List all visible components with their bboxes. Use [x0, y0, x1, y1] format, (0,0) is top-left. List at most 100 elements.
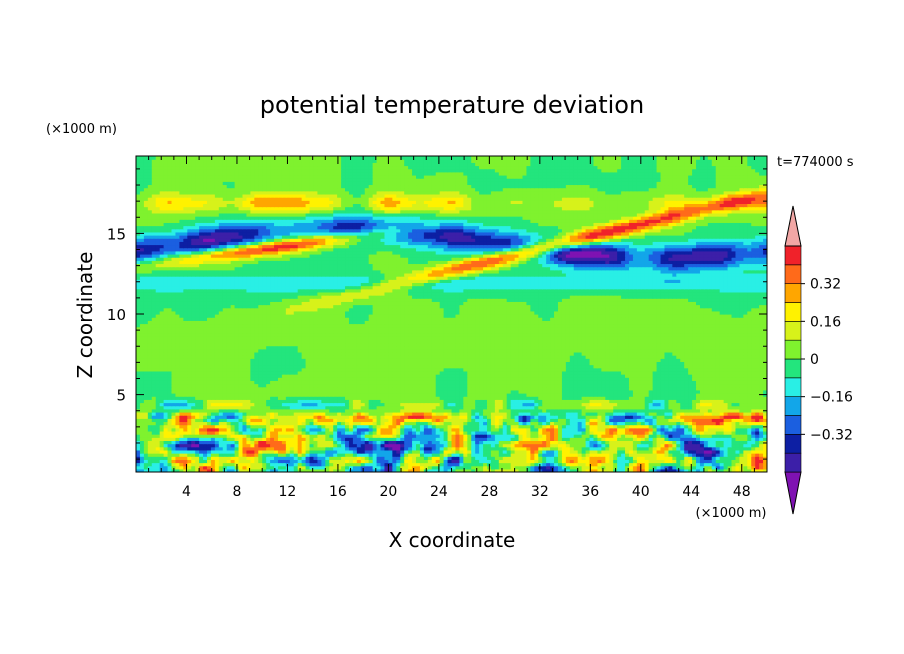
contour-cell [672, 440, 677, 445]
contour-cell [195, 408, 200, 413]
contour-cell [427, 424, 433, 429]
contour-cell [289, 459, 295, 464]
contour-cell [246, 421, 251, 426]
contour-cell [711, 465, 717, 470]
contour-cell [222, 440, 228, 445]
contour-cell [305, 446, 311, 451]
contour-cell [668, 440, 673, 445]
contour-cell [628, 427, 634, 432]
contour-cell [672, 424, 677, 429]
contour-cell [416, 421, 421, 426]
contour-cell [715, 424, 721, 429]
contour-cell [175, 411, 180, 416]
contour-cell [546, 443, 551, 448]
contour-cell [313, 411, 319, 416]
contour-cell [703, 424, 709, 429]
contour-cell [632, 415, 638, 419]
contour-cell [199, 453, 204, 457]
contour-cell [412, 434, 417, 438]
contour-cell [696, 434, 701, 438]
contour-cell [246, 434, 251, 438]
contour-cell [218, 411, 224, 416]
contour-cell [293, 421, 299, 426]
contour-cell [262, 411, 267, 416]
contour-cell [660, 443, 666, 448]
contour-cell [179, 437, 184, 441]
contour-cell [692, 443, 697, 448]
contour-cell [530, 449, 535, 454]
contour-cell [565, 437, 571, 441]
contour-cell [526, 415, 531, 419]
contour-cell [711, 430, 717, 435]
contour-cell [277, 430, 283, 435]
contour-cell [400, 468, 405, 472]
contour-cell [321, 421, 326, 426]
contour-cell [416, 449, 421, 454]
contour-cell [743, 446, 748, 451]
contour-cell [139, 453, 145, 457]
contour-cell [226, 434, 232, 438]
contour-cell [526, 462, 531, 467]
contour-cell [652, 427, 658, 432]
contour-cell [455, 456, 460, 460]
contour-cell [498, 449, 504, 454]
contour-cell [238, 440, 244, 445]
contour-cell [167, 443, 173, 448]
contour-cell [727, 453, 733, 457]
contour-cell [222, 418, 228, 423]
contour-cell [447, 468, 453, 472]
contour-cell [609, 415, 614, 419]
contour-cell [333, 446, 338, 451]
contour-cell [644, 437, 650, 441]
contour-cell [735, 437, 740, 441]
contour-cell [605, 443, 610, 448]
contour-cell [573, 443, 579, 448]
contour-cell [632, 408, 638, 413]
contour-cell [490, 440, 496, 445]
contour-cell [163, 434, 169, 438]
contour-cell [234, 440, 240, 445]
contour-cell [238, 468, 244, 472]
contour-cell [238, 449, 244, 454]
contour-cell [427, 440, 433, 445]
contour-cell [680, 424, 685, 429]
contour-cell [621, 462, 626, 467]
contour-cell [266, 427, 271, 432]
contour-cell [648, 440, 654, 445]
contour-cell [159, 411, 165, 416]
contour-cell [143, 427, 149, 432]
contour-cell [715, 421, 721, 426]
contour-cell [715, 434, 721, 438]
contour-cell [621, 424, 626, 429]
contour-cell [183, 418, 188, 423]
contour-cell [565, 440, 571, 445]
contour-cell [412, 437, 417, 441]
contour-cell [628, 440, 634, 445]
contour-cell [522, 421, 528, 426]
contour-cell [731, 408, 737, 413]
contour-cell [589, 437, 595, 441]
contour-cell [467, 468, 472, 472]
contour-cell [554, 459, 559, 464]
contour-cell [557, 430, 563, 435]
contour-cell [494, 434, 500, 438]
contour-cell [262, 430, 267, 435]
contour-cell [613, 440, 618, 445]
contour-cell [652, 421, 658, 426]
contour-cell [763, 443, 767, 448]
contour-cell [191, 465, 196, 470]
contour-cell [352, 462, 358, 467]
contour-cell [443, 421, 449, 426]
contour-cell [171, 427, 177, 432]
contour-cell [703, 459, 709, 464]
contour-cell [329, 449, 334, 454]
contour-cell [546, 465, 551, 470]
contour-cell [514, 440, 520, 445]
contour-cell [333, 465, 338, 470]
contour-cell [510, 443, 516, 448]
contour-cell [601, 430, 606, 435]
contour-cell [183, 411, 188, 416]
contour-cell [404, 408, 409, 413]
contour-cell [175, 449, 180, 454]
contour-cell [317, 468, 322, 472]
